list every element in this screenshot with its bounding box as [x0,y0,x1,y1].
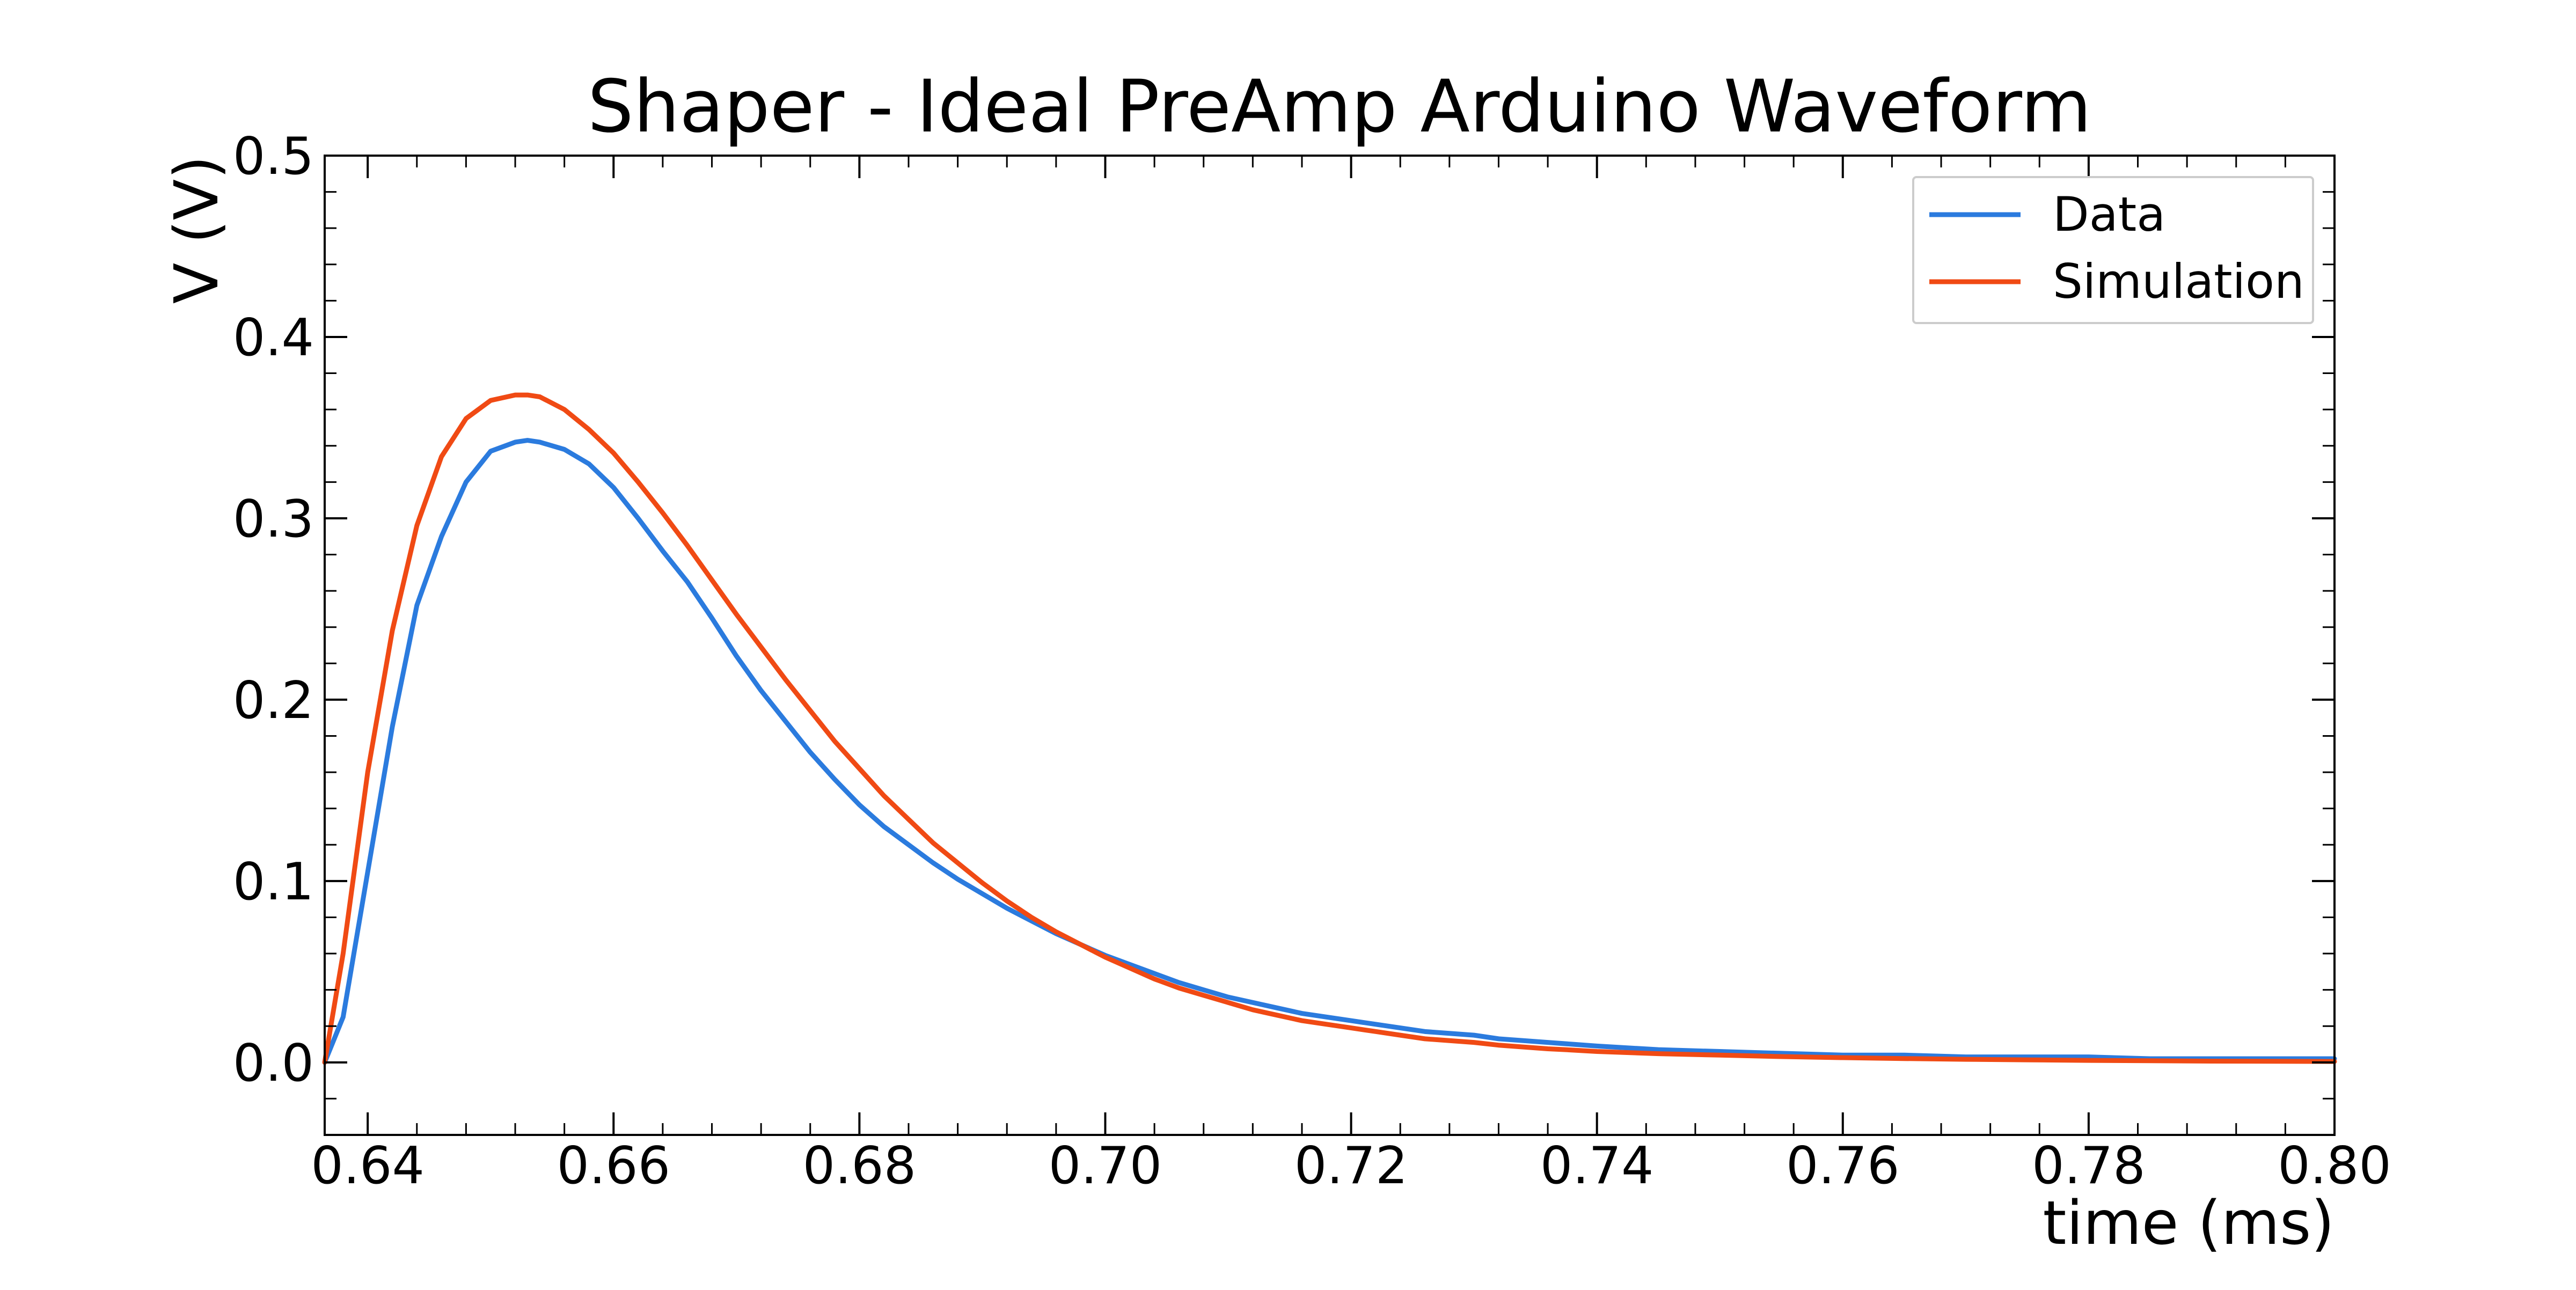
chart-title: Shaper - Ideal PreAmp Arduino Waveform [588,64,2091,149]
x-tick-label: 0.78 [2032,1137,2146,1196]
plot-frame [324,155,2336,1136]
plot-area: 0.64 0.66 0.68 0.70 0.72 0.74 0.76 0.78 0.80 0.0 0… [233,127,2391,1196]
x-tick-label: 0.80 [2278,1137,2391,1196]
y-tick-label: 0.2 [233,671,314,730]
x-tick-label: 0.66 [557,1137,671,1196]
x-tick-label: 0.70 [1049,1137,1162,1196]
legend: Data Simulation [1912,176,2314,324]
x-tick-label: 0.76 [1786,1137,1900,1196]
y-tick-label: 0.0 [233,1034,314,1093]
x-tick-label: 0.72 [1294,1137,1408,1196]
y-axis-label: V (V) [162,156,232,304]
x-tick-label: 0.64 [311,1137,425,1196]
y-tick-label: 0.1 [233,853,314,912]
x-tick-label: 0.74 [1540,1137,1654,1196]
y-tick-label: 0.3 [233,490,314,549]
series-line-simulation [322,392,2337,1065]
series-line-data [322,438,2337,1065]
x-tick-label: 0.68 [803,1137,917,1196]
y-tick-label: 0.4 [233,309,314,368]
legend-label-data: Data [2053,187,2165,242]
x-axis-label: time (ms) [2043,1189,2334,1258]
y-tick-label: 0.5 [233,127,314,186]
legend-label-simulation: Simulation [2053,254,2304,309]
